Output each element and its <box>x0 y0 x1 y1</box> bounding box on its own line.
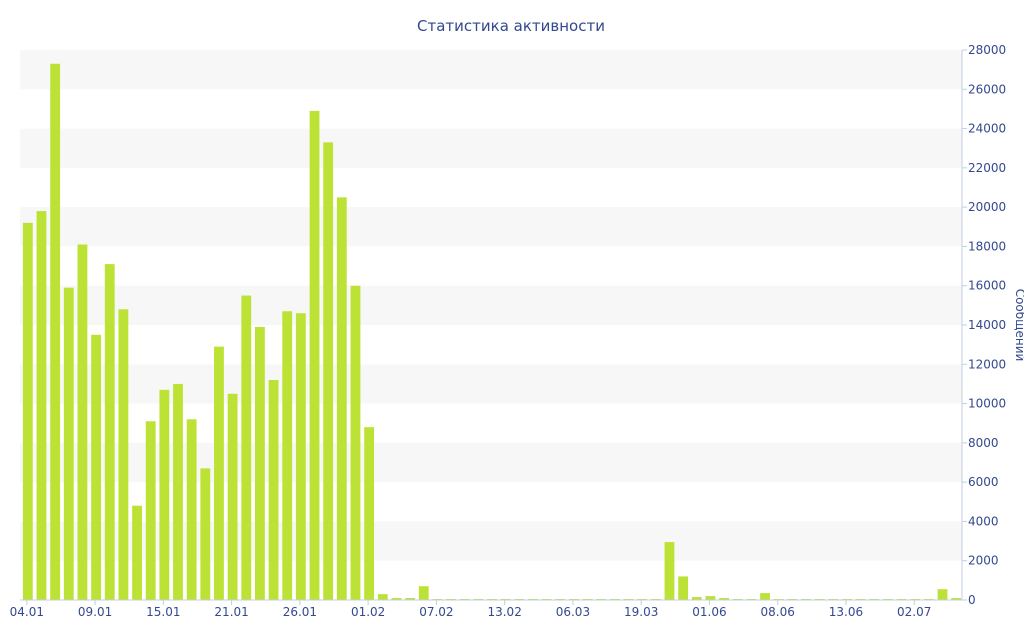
bar[interactable] <box>173 383 183 600</box>
y-tick-label: 0 <box>968 593 976 607</box>
bar[interactable] <box>691 597 702 600</box>
y-tick-label: 12000 <box>968 357 1006 371</box>
y-tick-label: 18000 <box>968 239 1006 253</box>
bar[interactable] <box>50 63 61 600</box>
bar[interactable] <box>678 576 689 600</box>
x-tick-label: 04.01 <box>10 605 44 619</box>
x-tick-label: 21.01 <box>214 605 248 619</box>
bar[interactable] <box>323 142 334 600</box>
bar[interactable] <box>36 211 47 600</box>
grid-band <box>20 50 962 90</box>
bar[interactable] <box>336 197 347 600</box>
bar[interactable] <box>937 589 948 600</box>
bar[interactable] <box>132 505 142 600</box>
bar[interactable] <box>77 244 88 600</box>
grid-band <box>20 285 962 325</box>
bar[interactable] <box>760 593 770 601</box>
y-tick-label: 6000 <box>968 475 999 489</box>
grid-band <box>20 207 962 247</box>
grid-band <box>20 128 962 168</box>
x-tick-label: 26.01 <box>283 605 317 619</box>
x-tick-label: 19.03 <box>624 605 658 619</box>
grid-bands <box>20 50 962 561</box>
bar[interactable] <box>350 285 361 600</box>
bar[interactable] <box>719 598 729 600</box>
bar[interactable] <box>309 110 320 600</box>
bar[interactable] <box>227 393 238 600</box>
bar[interactable] <box>118 309 129 600</box>
bar[interactable] <box>282 311 293 600</box>
y-axis-ticks: 0 2000 4000 6000 8000 10000 12000 14000 16000 180… <box>962 43 1006 607</box>
y-tick-label: 8000 <box>968 436 999 450</box>
bar[interactable] <box>268 380 279 600</box>
bar[interactable] <box>405 598 415 600</box>
bar[interactable] <box>295 313 306 600</box>
bar[interactable] <box>705 596 716 600</box>
y-tick-label: 26000 <box>968 82 1006 96</box>
y-tick-label: 22000 <box>968 161 1006 175</box>
y-tick-label: 10000 <box>968 397 1006 411</box>
x-tick-label: 06.03 <box>556 605 590 619</box>
bar[interactable] <box>418 586 429 600</box>
x-tick-label: 15.01 <box>146 605 180 619</box>
x-tick-label: 02.07 <box>897 605 931 619</box>
bar[interactable] <box>241 295 252 600</box>
bar[interactable] <box>104 264 115 600</box>
bar[interactable] <box>159 389 170 600</box>
x-tick-label: 07.02 <box>419 605 453 619</box>
y-tick-label: 2000 <box>968 554 999 568</box>
bar[interactable] <box>91 334 101 600</box>
y-tick-label: 14000 <box>968 318 1006 332</box>
y-tick-label: 28000 <box>968 43 1006 57</box>
bar[interactable] <box>186 419 197 600</box>
bars <box>22 63 962 601</box>
bar[interactable] <box>377 594 388 600</box>
y-tick-label: 20000 <box>968 200 1006 214</box>
y-axis-title: Сообщений <box>1013 289 1024 362</box>
bar[interactable] <box>200 468 211 600</box>
bar[interactable] <box>22 222 33 601</box>
y-tick-label: 16000 <box>968 279 1006 293</box>
chart-title: Статистика активности <box>417 17 605 35</box>
x-tick-label: 09.01 <box>78 605 112 619</box>
bar[interactable] <box>364 427 375 600</box>
x-tick-label: 01.02 <box>351 605 385 619</box>
x-axis-ticks: 04.01 09.01 15.01 21.01 26.01 01.02 07.02 13.02… <box>10 600 931 619</box>
x-tick-label: 13.02 <box>487 605 521 619</box>
bar[interactable] <box>951 598 962 600</box>
bar[interactable] <box>214 346 224 600</box>
bar[interactable] <box>145 421 156 600</box>
x-tick-label: 13.06 <box>829 605 863 619</box>
y-tick-label: 24000 <box>968 122 1006 136</box>
x-tick-label: 01.06 <box>692 605 726 619</box>
bar[interactable] <box>63 287 74 600</box>
y-tick-label: 4000 <box>968 514 999 528</box>
bar[interactable] <box>664 542 675 600</box>
bar[interactable] <box>391 598 402 600</box>
x-tick-label: 08.06 <box>761 605 795 619</box>
bar[interactable] <box>255 326 265 600</box>
